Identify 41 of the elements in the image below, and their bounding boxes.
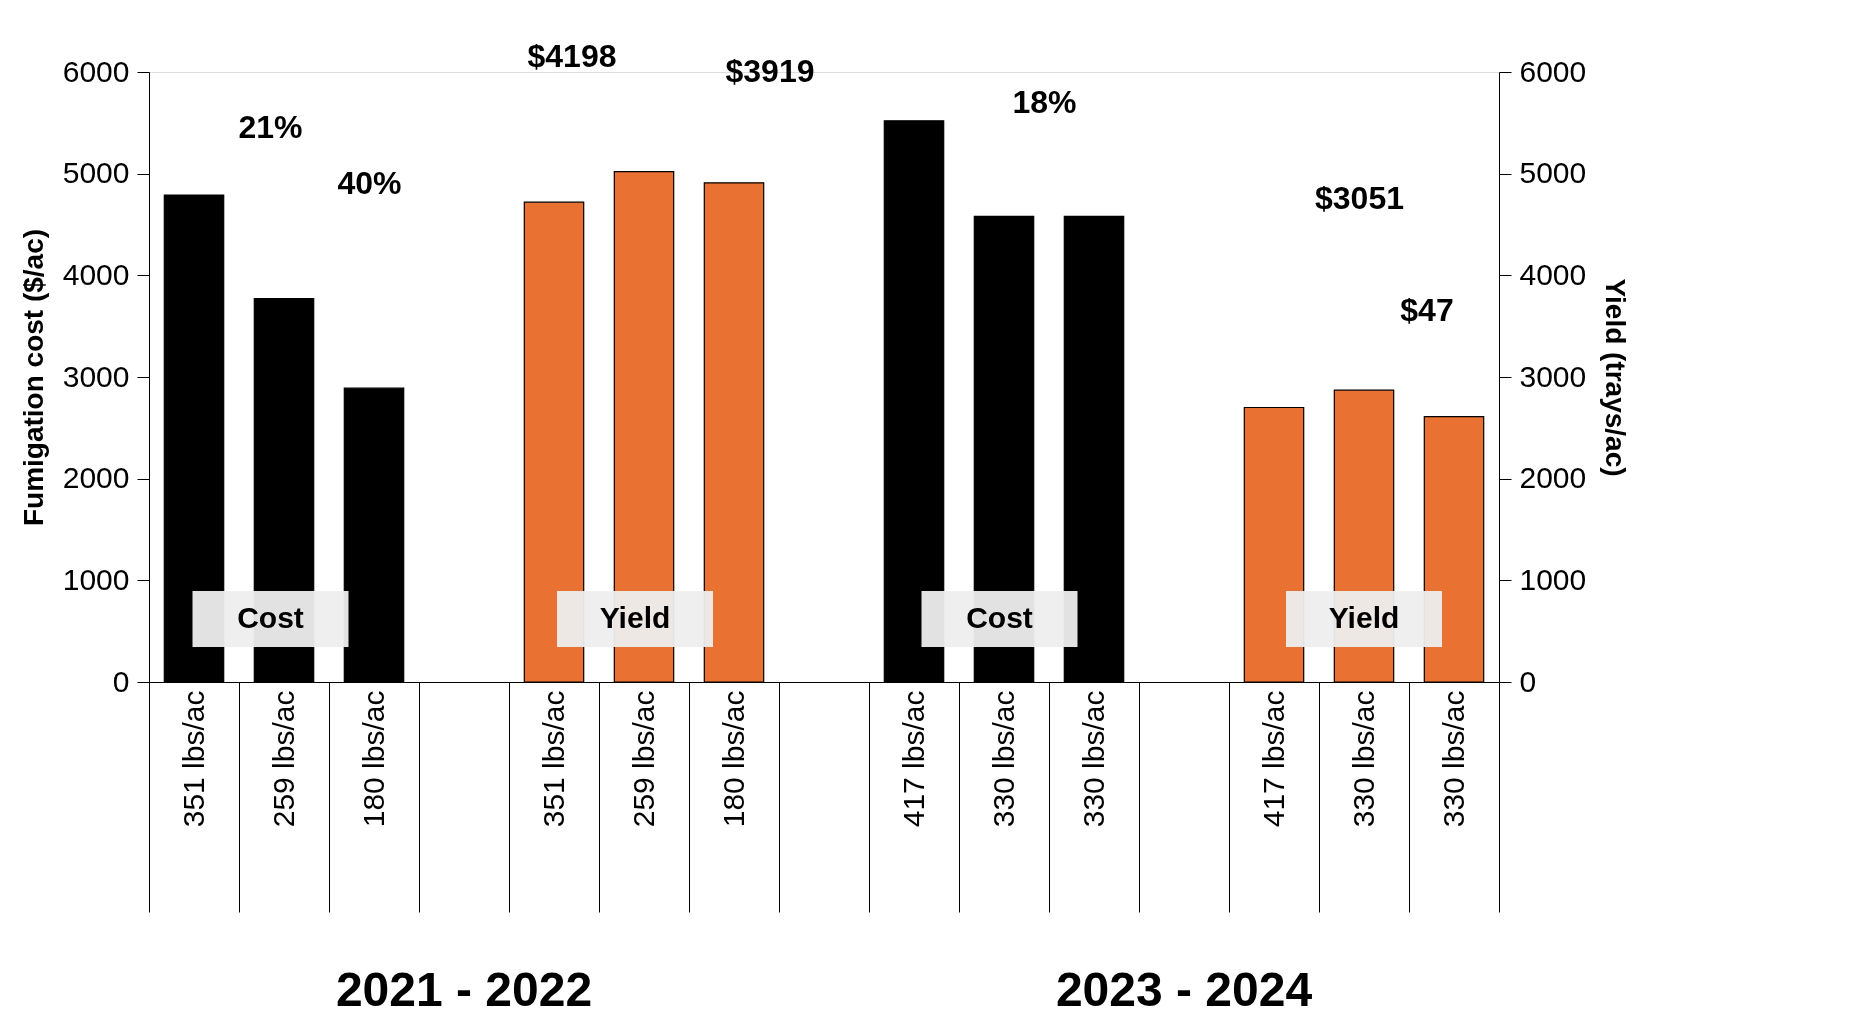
annotation: 40% xyxy=(337,164,402,201)
annotation: 21% xyxy=(238,108,303,145)
x-tick-label: 330 lbs/ac xyxy=(1346,690,1380,828)
y-axis-title: Fumigation cost ($/ac) xyxy=(17,228,49,527)
annotation: $3919 xyxy=(725,53,815,89)
y-tick-label: 5000 xyxy=(62,156,130,190)
annotation: $47 xyxy=(1400,291,1454,328)
x-tick-label: 259 lbs/ac xyxy=(266,690,300,828)
x-tick-label: 180 lbs/ac xyxy=(356,690,390,828)
x-tick-label: 180 lbs/ac xyxy=(716,690,750,828)
y2-tick-label: 2000 xyxy=(1519,461,1587,495)
x-tick-label: 330 lbs/ac xyxy=(1436,690,1470,828)
text: 2021 - 2022 xyxy=(335,963,593,1016)
annotation: Yield xyxy=(599,600,671,634)
annotation: Cost xyxy=(237,600,304,634)
y2-tick-label: 3000 xyxy=(1519,359,1587,393)
y2-axis-title: Yield (trays/ac) xyxy=(1600,278,1632,477)
y-tick-label: 4000 xyxy=(62,257,130,291)
text: 2023 - 2024 xyxy=(1055,963,1313,1016)
y2-tick-label: 1000 xyxy=(1519,562,1587,596)
x-tick-label: 417 lbs/ac xyxy=(1256,690,1290,828)
y-tick-label: 1000 xyxy=(62,562,130,596)
y2-tick-label: 4000 xyxy=(1519,257,1587,291)
y2-tick-label: 0 xyxy=(1519,664,1537,698)
x-tick-label: 259 lbs/ac xyxy=(626,690,660,828)
y-tick-label: 3000 xyxy=(62,359,130,393)
y2-tick-label: 6000 xyxy=(1519,54,1587,88)
annotation: Yield xyxy=(1328,600,1400,634)
y-tick-label: 2000 xyxy=(62,461,130,495)
y-tick-label: 6000 xyxy=(62,54,130,88)
x-tick-label: 351 lbs/ac xyxy=(176,690,210,828)
x-tick-label: 351 lbs/ac xyxy=(536,690,570,828)
annotation: $4198 xyxy=(527,37,617,74)
y2-tick-label: 5000 xyxy=(1519,156,1587,190)
annotation: Cost xyxy=(966,600,1033,634)
x-tick-label: 417 lbs/ac xyxy=(896,690,930,828)
x-tick-label: 330 lbs/ac xyxy=(986,690,1020,828)
y-tick-label: 0 xyxy=(112,664,130,698)
annotation: $3051 xyxy=(1315,180,1404,217)
x-tick-label: 330 lbs/ac xyxy=(1076,690,1110,828)
annotation: 18% xyxy=(1012,83,1077,120)
